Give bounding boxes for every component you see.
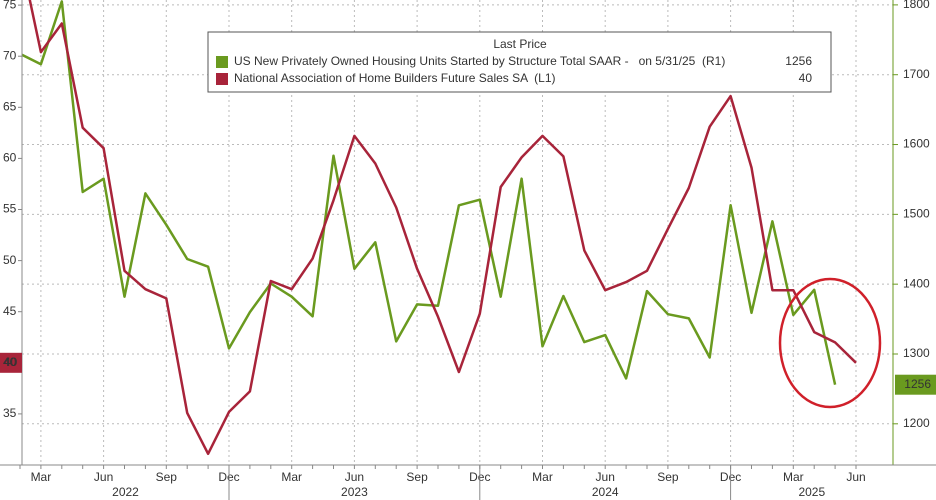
y-tick-label: 35: [3, 406, 17, 420]
y-tick-label: 70: [3, 48, 17, 62]
y2-tick-label: 1200: [903, 416, 930, 430]
y2-tick-label: 1800: [903, 0, 930, 11]
y2-tick-label: 1400: [903, 276, 930, 290]
legend-value: 40: [799, 71, 813, 85]
y-tick-label: 45: [3, 304, 17, 318]
year-label: 2023: [341, 485, 368, 499]
x-tick-label: Jun: [94, 470, 113, 484]
legend-label: US New Privately Owned Housing Units Sta…: [234, 54, 725, 68]
y-tick-label: 50: [3, 253, 17, 267]
legend: Last Price US New Privately Owned Housin…: [207, 31, 832, 93]
series-line: [22, 0, 837, 385]
legend-box: [207, 31, 832, 93]
legend-title: Last Price: [493, 37, 547, 51]
year-label: 2024: [592, 485, 619, 499]
y-tick-label: 60: [3, 151, 17, 165]
last-value-tag: [895, 374, 936, 395]
legend-swatch: [216, 73, 228, 85]
y-tick-label: 40: [3, 355, 17, 369]
x-tick-label: Mar: [783, 470, 804, 484]
last-value-label: 40: [4, 355, 18, 369]
year-label: 2022: [112, 485, 139, 499]
tags: 1256 40: [0, 352, 936, 395]
y2-tick-label: 1500: [903, 207, 930, 221]
y-tick-label: 55: [3, 202, 17, 216]
x-tick-label: Mar: [31, 470, 52, 484]
lines: [22, 0, 857, 456]
legend-swatch: [216, 56, 228, 68]
y2-tick-label: 1700: [903, 67, 930, 81]
y-tick-label: 65: [3, 99, 17, 113]
x-tick-label: Mar: [281, 470, 302, 484]
legend-value: 1256: [785, 54, 812, 68]
highlight-circle: [778, 277, 882, 409]
x-tick-label: Jun: [345, 470, 364, 484]
year-label: 2025: [798, 485, 825, 499]
x-tick-label: Mar: [532, 470, 553, 484]
y2-tick-label: 1300: [903, 346, 930, 360]
legend-label: National Association of Home Builders Fu…: [234, 71, 556, 85]
x-tick-label: Sep: [657, 470, 679, 484]
y-tick-label: 75: [3, 0, 17, 11]
x-tick-label: Jun: [846, 470, 865, 484]
x-tick-label: Sep: [406, 470, 428, 484]
y2-tick-label: 1600: [903, 137, 930, 151]
last-value-tag: [0, 352, 22, 373]
x-tick-label: Sep: [156, 470, 178, 484]
x-tick-label: Jun: [596, 470, 615, 484]
last-value-label: 1256: [904, 377, 931, 391]
series-line: [28, 0, 857, 456]
